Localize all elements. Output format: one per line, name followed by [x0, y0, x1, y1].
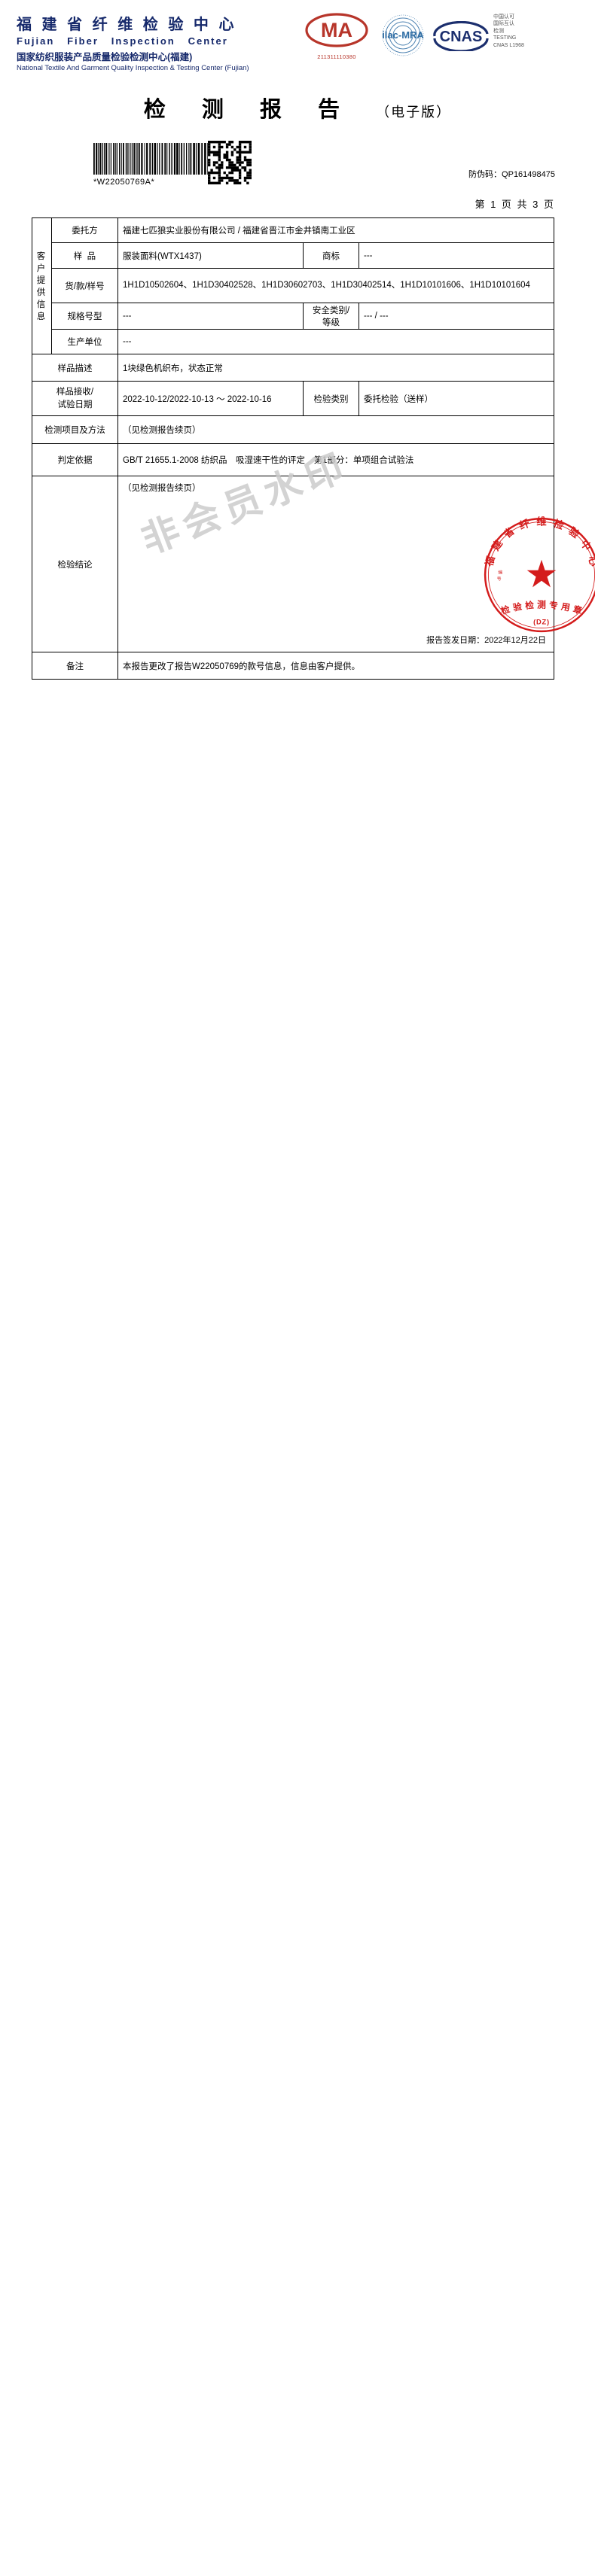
svg-text:验: 验 [512, 601, 523, 613]
svg-text:测: 测 [537, 600, 546, 610]
svg-text:检: 检 [552, 517, 566, 532]
svg-text:维: 维 [536, 516, 546, 528]
svg-text:ilac-MRA: ilac-MRA [382, 29, 424, 41]
svg-text:编: 编 [498, 569, 503, 575]
svg-text:专: 专 [548, 600, 558, 611]
svg-text:用: 用 [560, 602, 571, 613]
svg-text:MA: MA [321, 19, 352, 41]
svg-text:号: 号 [497, 576, 502, 582]
svg-text:纤: 纤 [517, 517, 531, 531]
svg-text:CNAS: CNAS [440, 29, 483, 45]
svg-text:检: 检 [525, 600, 535, 611]
svg-text:(DZ): (DZ) [533, 619, 550, 626]
svg-text:心: 心 [586, 555, 595, 567]
